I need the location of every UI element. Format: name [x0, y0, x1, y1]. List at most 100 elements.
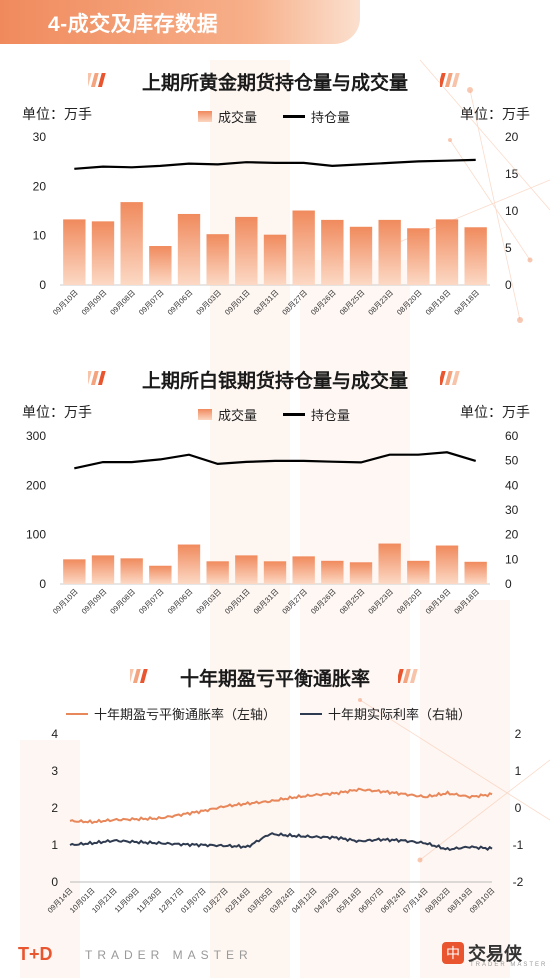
bar: [177, 544, 201, 584]
y-right-tick-label: 5: [505, 241, 512, 255]
x-tick-label: 08月25日: [338, 288, 367, 317]
legend-bar-label: 成交量: [218, 110, 258, 125]
legend-b-label: 十年期实际利率（右轴）: [328, 707, 472, 722]
y-right-tick-label: 20: [505, 130, 519, 144]
silver-unit-right: 单位：万手: [460, 404, 530, 420]
series-line-open-interest: [74, 158, 476, 170]
x-tick-label: 09月10日: [51, 288, 80, 317]
series-line-open-interest: [74, 451, 477, 470]
x-tick-label: 08月18日: [452, 587, 481, 616]
bar: [63, 559, 86, 584]
y-left-tick-label: 10: [33, 229, 47, 243]
bar: [235, 216, 258, 285]
bar: [435, 219, 459, 285]
bar: [120, 558, 143, 584]
x-tick-label: 09月07日: [137, 587, 166, 616]
y-left-tick-label: 3: [51, 764, 58, 778]
brand-name: 交易侠: [468, 944, 522, 964]
x-tick-label: 08月18日: [452, 288, 481, 317]
bar: [149, 565, 172, 584]
x-tick-label: 08月27日: [280, 587, 309, 616]
silver-chart-title: 上期所白银期货持仓量与成交量: [141, 371, 408, 392]
bar: [292, 210, 315, 285]
y-right-tick-label: 30: [505, 503, 519, 517]
x-tick-label: 08月19日: [424, 587, 453, 616]
bar: [120, 202, 143, 285]
y-left-tick-label: 300: [26, 429, 46, 443]
bar: [349, 226, 373, 285]
breakeven-legend: 十年期盈亏平衡通胀率（左轴） 十年期实际利率（右轴）: [66, 704, 471, 723]
bar: [349, 562, 373, 584]
y-right-tick-label: 0: [505, 278, 512, 292]
legend-bar-label: 成交量: [218, 408, 258, 423]
x-tick-label: 09月06日: [166, 288, 195, 317]
y-right-tick-label: 15: [505, 167, 519, 181]
x-tick-label: 08月27日: [280, 288, 309, 317]
gold-chart-title: 上期所黄金期货持仓量与成交量: [141, 73, 408, 94]
y-left-tick-label: 20: [33, 179, 47, 193]
gold-unit-left: 单位：万手: [22, 106, 92, 122]
y-right-tick-label: -2: [513, 875, 524, 889]
bar: [378, 543, 401, 584]
bar: [206, 561, 229, 584]
bar: [177, 213, 201, 285]
title-stripes-left-icon: [88, 371, 106, 385]
td-logo: T+D: [18, 944, 53, 964]
y-left-tick-label: 0: [39, 278, 46, 292]
legend-bar-swatch: [198, 111, 212, 122]
bar: [407, 560, 430, 584]
breakeven-chart: 01234-2-101209月14日10月01日10月21日11月09日11月3…: [46, 727, 524, 915]
legend-a-label: 十年期盈亏平衡通胀率（左轴）: [94, 707, 277, 722]
x-tick-label: 09月03日: [194, 587, 223, 616]
section-header: 4-成交及库存数据: [0, 0, 360, 44]
silver-legend: 成交量 持仓量: [198, 405, 350, 424]
series-line-real-rate: [69, 832, 493, 852]
x-tick-label: 09月09日: [80, 288, 109, 317]
silver-chart: 0 100 200 300 0 10 20 30 40 50 60 09月10日 09月09日 09月08…: [26, 429, 519, 616]
x-tick-label: 08月19日: [424, 288, 453, 317]
series-line-breakeven-inflation: [69, 787, 493, 825]
y-left-tick-label: 0: [51, 875, 58, 889]
legend-bar-swatch: [198, 409, 212, 420]
y-right-tick-label: 10: [505, 552, 519, 566]
bar: [407, 228, 430, 285]
x-tick-label: 09月09日: [80, 587, 109, 616]
bar: [149, 246, 172, 285]
y-right-tick-label: 10: [505, 204, 519, 218]
x-tick-label: 09月08日: [108, 288, 137, 317]
x-tick-label: 08月20日: [395, 587, 424, 616]
y-right-tick-label: 40: [505, 478, 519, 492]
y-right-tick-label: 60: [505, 429, 519, 443]
y-right-tick-label: 1: [515, 764, 522, 778]
x-tick-label: 08月20日: [395, 288, 424, 317]
y-left-tick-label: 30: [33, 130, 47, 144]
bar: [292, 556, 315, 584]
x-tick-label: 09月10日: [51, 587, 80, 616]
section-header-title: 4-成交及库存数据: [48, 13, 219, 36]
bar: [91, 221, 115, 285]
x-tick-label: 09月01日: [223, 288, 252, 317]
title-stripes-right-icon: [398, 669, 418, 683]
x-tick-label: 08月23日: [366, 587, 395, 616]
x-tick-label: 09月01日: [223, 587, 252, 616]
y-left-tick-label: 1: [51, 838, 58, 852]
y-right-tick-label: -1: [513, 838, 524, 852]
x-tick-label: 08月25日: [338, 587, 367, 616]
bar: [91, 555, 115, 584]
bar: [263, 561, 287, 584]
x-tick-label: 08月23日: [366, 288, 395, 317]
title-stripes-right-icon: [440, 73, 460, 87]
title-stripes-left-icon: [88, 73, 106, 87]
title-stripes-left-icon: [130, 669, 148, 683]
y-left-tick-label: 100: [26, 528, 46, 542]
legend-line-swatch: [283, 413, 306, 416]
y-right-tick-label: 50: [505, 454, 519, 468]
y-left-tick-label: 0: [39, 577, 46, 591]
x-tick-label: 09月03日: [194, 288, 223, 317]
y-right-tick-label: 20: [505, 528, 519, 542]
bar: [235, 555, 258, 584]
bar: [263, 234, 287, 285]
breakeven-chart-title: 十年期盈亏平衡通胀率: [179, 669, 370, 690]
